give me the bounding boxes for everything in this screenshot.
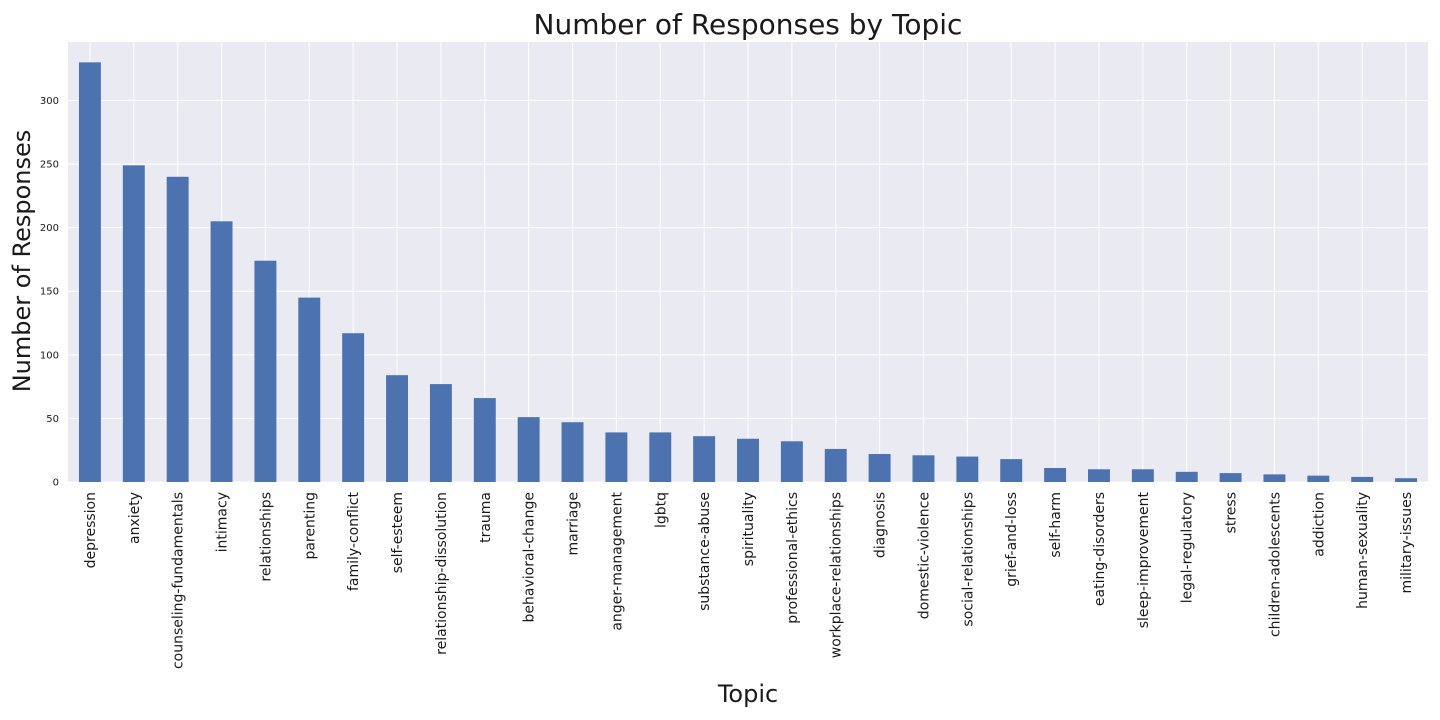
x-tick-label: lgbtq [653, 492, 669, 528]
x-tick-label: workplace-relationships [829, 492, 845, 658]
y-tick-label: 300 [40, 96, 59, 107]
x-tick-label: legal-regulatory [1180, 492, 1196, 603]
bar-sleep-improvement [1131, 469, 1154, 482]
x-tick-label: sleep-improvement [1136, 491, 1152, 628]
bar-intimacy [210, 221, 233, 483]
bar-children-adolescents [1263, 474, 1286, 482]
bar-parenting [298, 297, 321, 482]
bar-professional-ethics [780, 441, 803, 482]
x-tick-label: military-issues [1399, 492, 1415, 593]
x-tick-label: intimacy [215, 492, 231, 552]
x-tick-label: stress [1224, 492, 1240, 533]
bar-self-esteem [386, 375, 408, 482]
bar-family-conflict [342, 333, 365, 482]
y-axis-ticks: 0 50 100 150 200 250 300 [40, 96, 59, 489]
x-tick-label: spirituality [741, 492, 757, 566]
bar-anxiety [122, 165, 145, 482]
x-axis-label: Topic [717, 680, 778, 708]
x-tick-label: family-conflict [346, 491, 362, 591]
y-axis-label: Number of Responses [8, 130, 36, 393]
x-axis-ticks: depression anxiety counseling-fundamentals… [83, 491, 1415, 669]
x-tick-label: human-sexuality [1355, 492, 1371, 609]
x-tick-label: marriage [566, 492, 582, 555]
x-tick-label: behavioral-change [522, 492, 538, 623]
bar-human-sexuality [1351, 476, 1374, 482]
bar-stress [1219, 473, 1242, 482]
bar-marriage [561, 422, 584, 482]
x-tick-label: counseling-fundamentals [171, 492, 187, 669]
y-tick-label: 100 [40, 350, 59, 361]
x-tick-label: relationships [258, 492, 274, 582]
bar-diagnosis [868, 454, 891, 482]
x-tick-label: domestic-violence [916, 492, 932, 619]
x-tick-label: parenting [302, 492, 318, 560]
x-tick-label: self-harm [1048, 492, 1064, 558]
bar-substance-abuse [693, 436, 716, 482]
y-tick-label: 150 [40, 287, 59, 298]
bar-workplace-relationships [824, 448, 847, 482]
bar-behavioral-change [517, 417, 540, 482]
y-tick-label: 50 [46, 414, 59, 425]
y-tick-label: 0 [53, 478, 59, 489]
x-tick-label: anger-management [609, 491, 625, 630]
bar-relationships [254, 260, 277, 482]
x-tick-label: trauma [478, 492, 494, 543]
bar-domestic-violence [912, 455, 935, 482]
x-tick-label: addiction [1311, 492, 1327, 557]
x-tick-label: relationship-dissolution [434, 492, 450, 655]
bar-relationship-dissolution [429, 384, 452, 482]
chart-title: Number of Responses by Topic [534, 8, 963, 41]
x-tick-label: self-esteem [390, 492, 406, 573]
y-tick-label: 250 [40, 160, 59, 171]
bar-anger-management [605, 432, 628, 482]
bar-lgbtq [649, 432, 672, 482]
x-tick-label: social-relationships [960, 492, 976, 627]
bar-spirituality [737, 438, 759, 482]
x-tick-label: substance-abuse [697, 492, 713, 611]
x-tick-label: grief-and-loss [1004, 492, 1020, 587]
bar-military-issues [1395, 478, 1418, 482]
y-tick-label: 200 [40, 223, 59, 234]
bar-eating-disorders [1088, 469, 1110, 482]
bar-counseling-fundamentals [166, 176, 189, 483]
x-tick-label: anxiety [127, 492, 143, 544]
x-tick-label: eating-disorders [1092, 492, 1108, 606]
x-tick-label: professional-ethics [785, 492, 801, 624]
x-tick-label: diagnosis [873, 492, 889, 558]
bar-addiction [1307, 475, 1330, 482]
bar-legal-regulatory [1175, 471, 1198, 482]
bar-social-relationships [956, 456, 979, 482]
bar-self-harm [1044, 468, 1067, 482]
x-tick-label: children-adolescents [1267, 492, 1283, 637]
bar-depression [78, 62, 101, 482]
bar-grief-and-loss [1000, 459, 1023, 482]
x-tick-label: depression [83, 492, 99, 568]
bar-trauma [473, 398, 496, 482]
bars [78, 62, 1418, 483]
